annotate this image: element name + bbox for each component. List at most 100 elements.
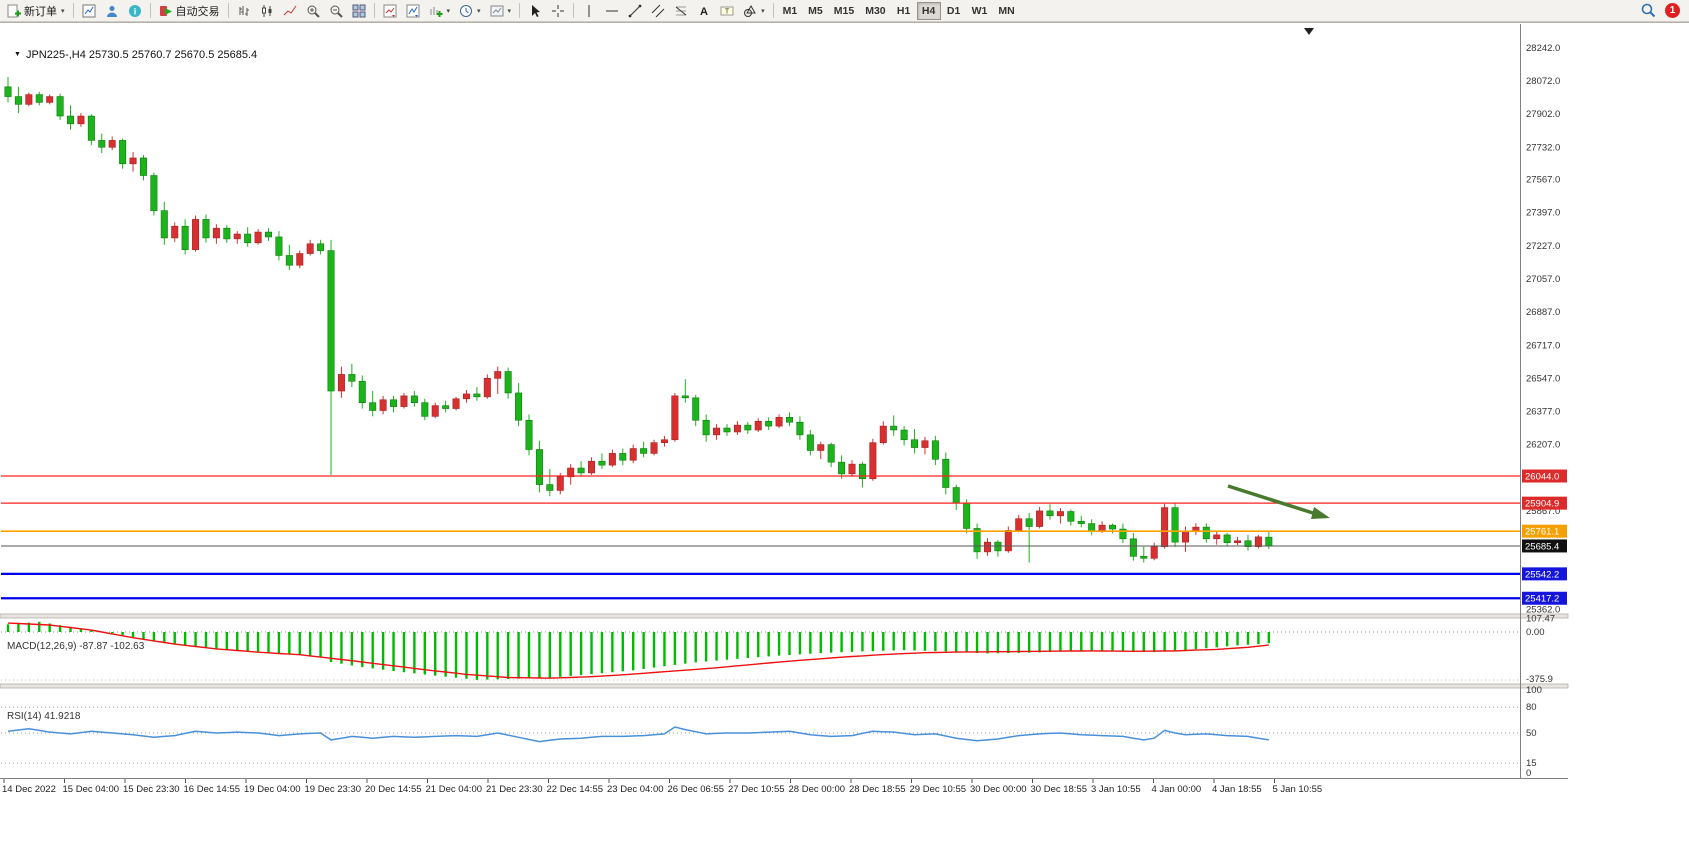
rsi-line bbox=[7, 726, 1269, 743]
candle-body bbox=[67, 115, 75, 125]
price-axis-label: 27227.0 bbox=[1526, 241, 1560, 252]
panel-splitter[interactable] bbox=[0, 613, 1569, 619]
indicators-list-button[interactable] bbox=[379, 1, 401, 21]
vertical-line-button[interactable] bbox=[578, 1, 600, 21]
info-button[interactable]: i bbox=[124, 1, 146, 21]
templates-button[interactable]: ▾ bbox=[486, 1, 516, 21]
time-axis-label: 16 Dec 14:55 bbox=[184, 784, 241, 795]
objects-list-button[interactable] bbox=[402, 1, 424, 21]
price-axis-label: 28242.0 bbox=[1526, 43, 1560, 54]
price-badge bbox=[1522, 469, 1567, 483]
timeframe-D1[interactable]: D1 bbox=[942, 2, 966, 20]
timeframe-H1[interactable]: H1 bbox=[892, 2, 916, 20]
cursor-button[interactable] bbox=[524, 1, 546, 21]
candle-body bbox=[1119, 528, 1127, 540]
horizontal-line-button[interactable] bbox=[601, 1, 623, 21]
one-click-trading-toggle[interactable]: ▼ bbox=[14, 51, 21, 58]
notification-badge[interactable]: 1 bbox=[1665, 3, 1680, 18]
candle-body bbox=[733, 424, 741, 433]
candle-body bbox=[921, 440, 929, 448]
time-axis-label: 14 Dec 2022 bbox=[2, 784, 56, 795]
svg-text:i: i bbox=[133, 6, 136, 16]
text-label-button[interactable]: T bbox=[716, 1, 738, 21]
new-order-label: 新订单 bbox=[24, 5, 57, 18]
timeframe-H4[interactable]: H4 bbox=[916, 1, 941, 20]
horizontal-line-icon bbox=[606, 10, 619, 11]
line-chart-button[interactable] bbox=[279, 1, 301, 21]
time-axis-label: 20 Dec 14:55 bbox=[365, 784, 422, 795]
panel-splitter[interactable] bbox=[0, 683, 1569, 689]
candle-body bbox=[525, 419, 533, 450]
shapes-button[interactable]: ▾ bbox=[739, 1, 769, 21]
time-axis-label: 19 Dec 04:00 bbox=[244, 784, 301, 795]
candle-body bbox=[139, 157, 147, 176]
search-icon bbox=[1641, 3, 1656, 18]
price-scale[interactable] bbox=[1521, 24, 1568, 778]
candle-body bbox=[1004, 530, 1012, 552]
candle-body bbox=[879, 425, 887, 443]
time-axis-label: 30 Dec 18:55 bbox=[1031, 784, 1088, 795]
candle-body bbox=[1025, 518, 1033, 527]
timeframe-W1[interactable]: W1 bbox=[967, 2, 993, 20]
bars-icon bbox=[239, 5, 249, 16]
candle-body bbox=[1109, 524, 1117, 530]
candle-body bbox=[900, 429, 908, 441]
bar-chart-button[interactable] bbox=[233, 1, 255, 21]
candle-body bbox=[1244, 540, 1252, 547]
channel-button[interactable] bbox=[647, 1, 669, 21]
clock-icon bbox=[460, 4, 473, 17]
candle-body bbox=[692, 397, 700, 421]
candle-body bbox=[369, 402, 377, 411]
candle-body bbox=[504, 371, 512, 394]
candle-body bbox=[1098, 524, 1106, 532]
timeframe-M30[interactable]: M30 bbox=[860, 2, 890, 20]
candle-body bbox=[1254, 536, 1262, 547]
trend-arrow-object[interactable] bbox=[1227, 484, 1317, 516]
time-scale[interactable] bbox=[0, 778, 1568, 800]
candle-body bbox=[1067, 511, 1075, 522]
candle-body bbox=[431, 405, 439, 417]
candle-body bbox=[713, 427, 721, 436]
trend-arrow-head[interactable] bbox=[1311, 507, 1330, 519]
fibonacci-button[interactable] bbox=[670, 1, 692, 21]
zoom-out-button[interactable] bbox=[325, 1, 347, 21]
candle-body bbox=[796, 421, 804, 436]
price-axis-label: 28072.0 bbox=[1526, 76, 1560, 87]
candle-body bbox=[838, 461, 846, 475]
candle-body bbox=[994, 541, 1002, 552]
candle-body bbox=[744, 424, 752, 431]
community-button[interactable] bbox=[101, 1, 123, 21]
trendline-button[interactable] bbox=[624, 1, 646, 21]
crosshair-button[interactable] bbox=[547, 1, 569, 21]
candle-body bbox=[869, 442, 877, 480]
candle-body bbox=[421, 402, 429, 417]
tile-windows-button[interactable] bbox=[348, 1, 370, 21]
timeframe-MN[interactable]: MN bbox=[993, 2, 1019, 20]
timeframe-M1[interactable]: M1 bbox=[778, 2, 803, 20]
timeframe-M5[interactable]: M5 bbox=[803, 2, 828, 20]
zoom-in-button[interactable] bbox=[302, 1, 324, 21]
new-order-button[interactable]: 新订单 ▾ bbox=[3, 1, 69, 21]
zoom-out-icon bbox=[330, 5, 343, 18]
time-axis-label: 15 Dec 23:30 bbox=[123, 784, 180, 795]
chart-window-button[interactable] bbox=[78, 1, 100, 21]
periodicity-button[interactable]: ▾ bbox=[455, 1, 485, 21]
candle-body bbox=[556, 476, 564, 491]
macd-scale-label: 0.00 bbox=[1526, 627, 1545, 638]
timeframe-M15[interactable]: M15 bbox=[829, 2, 859, 20]
candlestick-chart-button[interactable] bbox=[256, 1, 278, 21]
candle-body bbox=[1046, 510, 1054, 517]
candle-body bbox=[890, 425, 898, 431]
time-axis-label: 19 Dec 23:30 bbox=[305, 784, 362, 795]
add-indicator-button[interactable]: ▾ bbox=[425, 1, 455, 21]
rsi-scale-label: 100 bbox=[1526, 685, 1542, 696]
candle-body bbox=[171, 225, 179, 239]
auto-trading-button[interactable]: 自动交易 bbox=[155, 1, 224, 21]
separator bbox=[373, 3, 375, 18]
chart-scroll-marker[interactable] bbox=[1304, 28, 1314, 35]
text-button[interactable]: A bbox=[693, 1, 715, 21]
candle-body bbox=[775, 417, 783, 427]
indicators-list-icon bbox=[383, 4, 397, 17]
candle-body bbox=[588, 460, 596, 474]
search-button[interactable] bbox=[1637, 1, 1660, 21]
